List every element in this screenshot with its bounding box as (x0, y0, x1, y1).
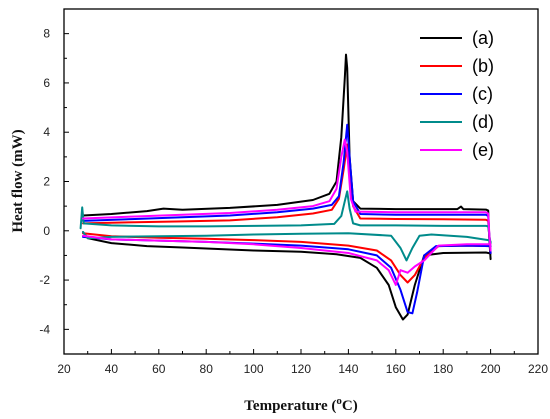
y-tick-label: -2 (39, 273, 50, 287)
series-e-heating-line (82, 138, 492, 252)
x-tick-label: 60 (152, 362, 166, 376)
series-c-heating-line (82, 123, 492, 254)
ticks-layer: 20 40 60 80 100 120 140 160 180 200 220 -4 -2 0 2 4 6 8 (39, 27, 548, 376)
x-tick-label: 220 (528, 362, 548, 376)
x-axis-title-main: Temperature ( (244, 398, 336, 414)
series-d-cooling-line (82, 231, 492, 262)
x-axis-title-unit: C) (342, 398, 358, 414)
series-b-heating-line (82, 143, 492, 254)
legend-label-d: (d) (472, 112, 494, 132)
x-tick-label: 200 (481, 362, 501, 376)
x-axis-title: Temperature (oC) (244, 395, 357, 414)
series-d-heating-line (79, 190, 492, 245)
legend-label-c: (c) (472, 84, 493, 104)
series-a-heating-line (82, 53, 492, 261)
x-axis-title-superscript: o (336, 395, 342, 407)
legend: (a) (b) (c) (d) (e) (420, 28, 494, 160)
x-tick-label: 20 (57, 362, 71, 376)
legend-label-e: (e) (472, 140, 494, 160)
y-tick-label: 4 (43, 125, 50, 139)
plot-frame (63, 8, 539, 355)
y-axis-title: Heat flow (mW) (10, 129, 26, 232)
x-tick-label: 120 (291, 362, 311, 376)
y-tick-label: 2 (43, 175, 50, 189)
x-tick-label: 180 (433, 362, 453, 376)
y-tick-label: 6 (43, 76, 50, 90)
x-tick-label: 140 (338, 362, 358, 376)
legend-label-b: (b) (472, 56, 494, 76)
y-tick-label: 0 (43, 224, 50, 238)
x-tick-label: 160 (386, 362, 406, 376)
x-tick-label: 80 (200, 362, 214, 376)
legend-label-a: (a) (472, 28, 494, 48)
x-tick-label: 40 (105, 362, 119, 376)
x-tick-label: 100 (244, 362, 264, 376)
lines-layer (79, 53, 492, 321)
y-tick-label: -4 (39, 322, 50, 336)
y-tick-label: 8 (43, 27, 50, 41)
series-e-cooling-line (82, 234, 492, 286)
